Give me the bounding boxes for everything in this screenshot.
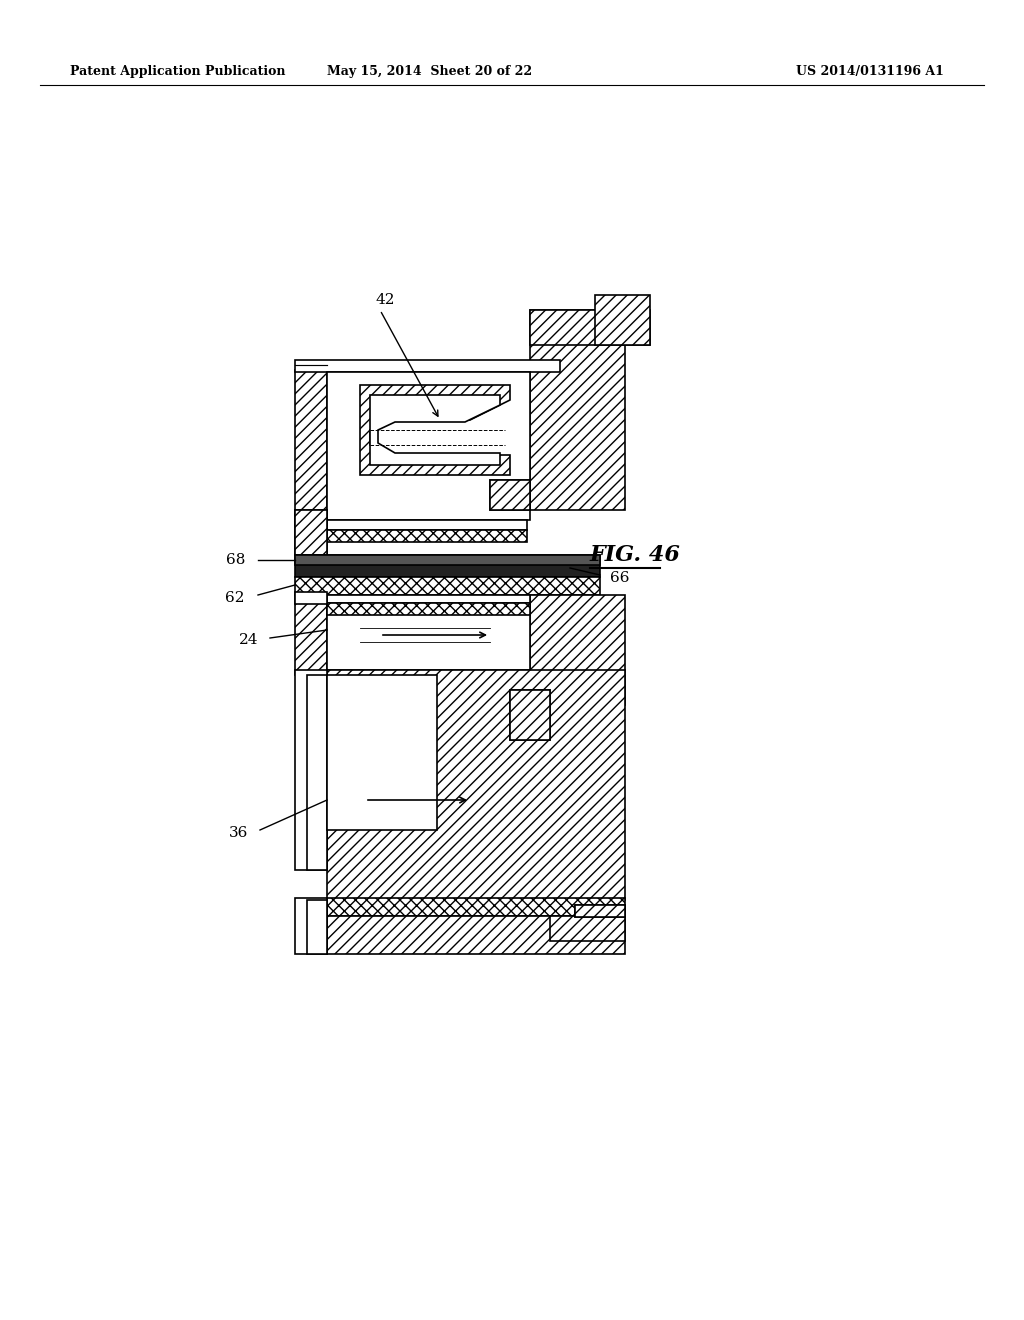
Bar (595, 294, 650, 345)
Bar (327, 520, 527, 531)
Bar (295, 595, 327, 675)
Bar (295, 510, 327, 554)
Text: May 15, 2014  Sheet 20 of 22: May 15, 2014 Sheet 20 of 22 (328, 66, 532, 78)
Bar (490, 480, 530, 510)
Bar (295, 370, 327, 525)
Bar (575, 906, 625, 917)
Bar (295, 554, 600, 565)
Bar (327, 372, 530, 520)
Text: 66: 66 (610, 572, 630, 585)
Bar (530, 595, 625, 705)
Bar (307, 900, 327, 954)
Text: Patent Application Publication: Patent Application Publication (70, 66, 286, 78)
Bar (295, 360, 560, 372)
Bar (550, 916, 625, 941)
Bar (295, 554, 600, 577)
Bar (510, 690, 550, 741)
Bar (295, 898, 327, 954)
Bar (327, 898, 625, 916)
Bar (575, 906, 625, 917)
Bar (295, 510, 327, 554)
Bar (327, 531, 527, 543)
Text: 36: 36 (228, 826, 248, 840)
Bar (327, 671, 625, 900)
Polygon shape (360, 385, 510, 475)
Bar (295, 671, 327, 870)
Polygon shape (370, 395, 500, 465)
Bar (295, 577, 600, 595)
Text: US 2014/0131196 A1: US 2014/0131196 A1 (796, 66, 944, 78)
Bar (307, 675, 327, 870)
Bar (530, 310, 650, 345)
Bar (327, 916, 625, 954)
Bar (295, 591, 327, 605)
Bar (510, 690, 550, 741)
Bar (327, 675, 437, 830)
Bar (327, 595, 530, 603)
Bar (327, 603, 530, 615)
Text: 68: 68 (225, 553, 245, 568)
Text: 24: 24 (239, 634, 258, 647)
Text: 42: 42 (375, 293, 394, 308)
Text: FIG. 46: FIG. 46 (590, 544, 681, 566)
Bar (327, 601, 530, 671)
Bar (490, 480, 530, 510)
Bar (530, 310, 625, 510)
Text: 62: 62 (225, 591, 245, 605)
